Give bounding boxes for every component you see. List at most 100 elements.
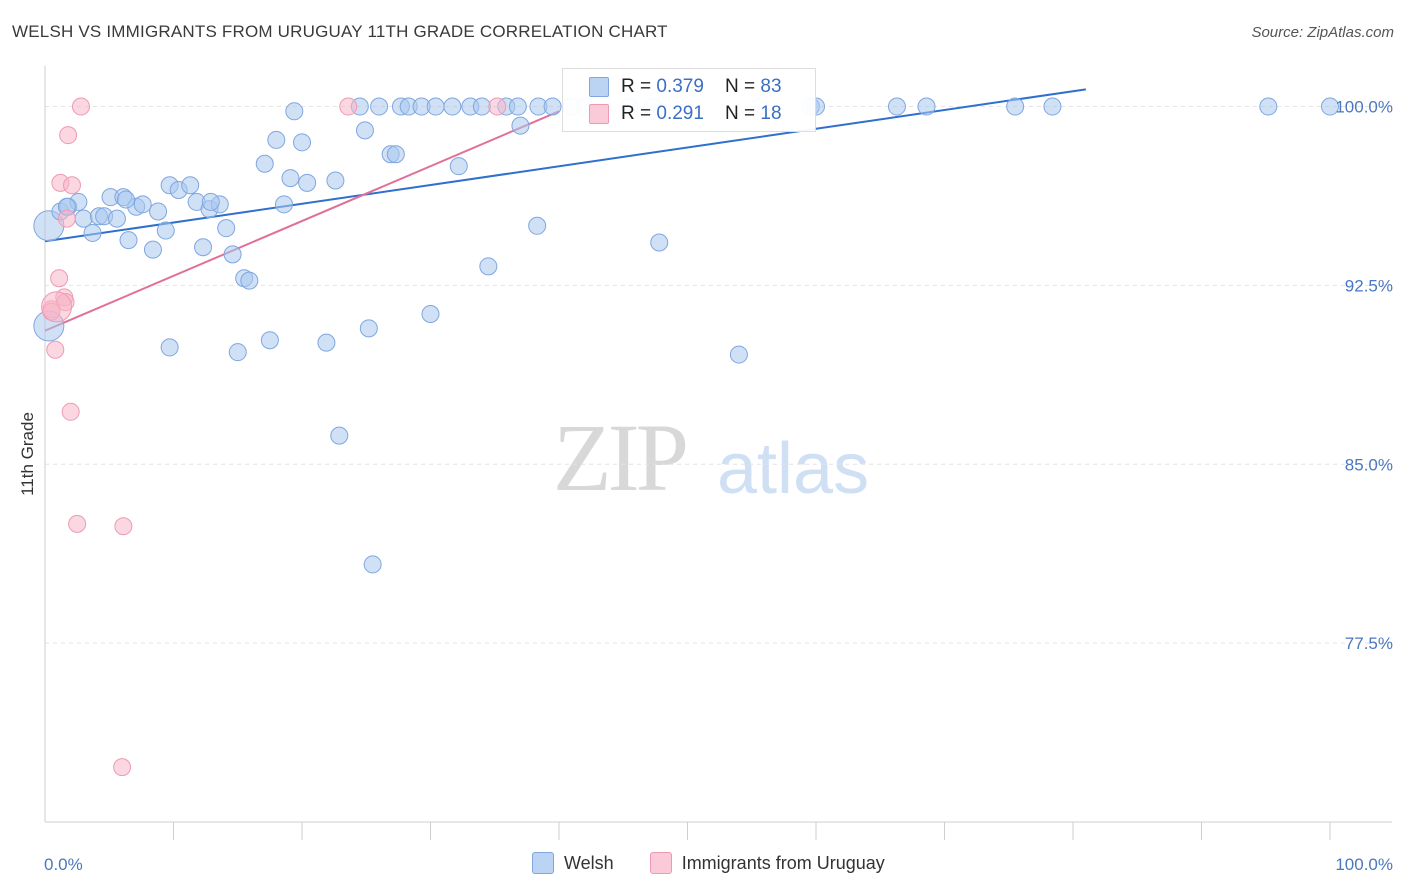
welsh-point: [479, 257, 498, 276]
uruguay-point: [113, 758, 132, 777]
uruguay-n-value: 18: [760, 103, 782, 124]
welsh-point: [508, 97, 527, 116]
uruguay-r-label: R =: [621, 103, 657, 124]
watermark-zip: ZIP: [553, 404, 689, 511]
welsh-point: [260, 331, 279, 350]
legend-uruguay-swatch: [649, 852, 672, 874]
source-label: Source: ZipAtlas.com: [1251, 24, 1394, 41]
uruguay-point: [339, 97, 358, 116]
legend-welsh-label: Welsh: [564, 852, 614, 873]
welsh-points: [33, 97, 1339, 574]
legend-uruguay-label: Immigrants from Uruguay: [681, 852, 885, 873]
x-tick-label-right: 100.0%: [1335, 855, 1393, 874]
y-tick-label: 92.5%: [1345, 276, 1393, 295]
welsh-point: [359, 319, 378, 338]
uruguay-point: [59, 126, 78, 145]
welsh-point: [133, 195, 152, 214]
grid-lines: [45, 106, 1392, 644]
welsh-point: [285, 102, 304, 121]
welsh-point: [156, 221, 175, 240]
welsh-trend-line: [44, 88, 1086, 243]
axis-labels: 100.0% 92.5% 85.0% 77.5% 0.0% 100.0% 11th Grad…: [18, 98, 1393, 874]
welsh-point: [298, 173, 317, 192]
welsh-point: [443, 97, 462, 116]
welsh-point: [1259, 97, 1278, 116]
welsh-point: [194, 238, 213, 257]
bottom-legend: Welsh Immigrants from Uruguay: [532, 852, 911, 874]
watermark-atlas: atlas: [717, 429, 870, 509]
welsh-point: [293, 133, 311, 152]
y-axis-title: 11th Grade: [18, 412, 37, 496]
welsh-point: [228, 343, 247, 362]
uruguay-points: [41, 97, 507, 777]
uruguay-n-label: N =: [725, 103, 761, 124]
welsh-point: [83, 223, 102, 242]
welsh-point: [149, 202, 168, 221]
welsh-point: [267, 130, 286, 149]
axes: [44, 66, 1392, 840]
uruguay-point: [50, 269, 69, 288]
uruguay-stats-text: R = 0.291 N = 18: [621, 103, 782, 125]
welsh-r-value: 0.379: [656, 76, 704, 97]
welsh-point: [281, 169, 300, 188]
welsh-point: [421, 305, 440, 324]
welsh-point: [1043, 97, 1062, 116]
welsh-point: [528, 216, 547, 235]
uruguay-point: [71, 97, 90, 116]
legend-item-uruguay[interactable]: Immigrants from Uruguay: [649, 852, 885, 874]
y-tick-label: 77.5%: [1345, 634, 1393, 653]
welsh-n-label: N =: [725, 76, 761, 97]
welsh-point: [917, 97, 936, 116]
legend-item-welsh[interactable]: Welsh: [532, 852, 614, 874]
welsh-point: [217, 219, 236, 238]
uruguay-swatch: [589, 104, 609, 124]
welsh-point: [363, 555, 382, 574]
welsh-point: [355, 121, 374, 140]
welsh-point: [240, 271, 259, 290]
welsh-point: [326, 171, 345, 190]
welsh-point: [887, 97, 906, 116]
legend-welsh-swatch: [532, 852, 554, 874]
welsh-n-value: 83: [760, 76, 782, 97]
uruguay-point: [61, 402, 80, 421]
welsh-point: [511, 116, 530, 135]
uruguay-r-value: 0.291: [656, 103, 704, 124]
y-tick-label: 85.0%: [1345, 455, 1393, 474]
uruguay-point: [62, 176, 81, 195]
welsh-point: [317, 333, 336, 352]
welsh-swatch: [589, 77, 609, 97]
uruguay-point: [46, 340, 65, 359]
welsh-point: [330, 426, 349, 445]
welsh-point: [119, 231, 138, 250]
welsh-point: [426, 97, 445, 116]
welsh-stats-text: R = 0.379 N = 83: [621, 76, 782, 98]
welsh-point: [386, 145, 405, 164]
x-tick-label-left: 0.0%: [44, 855, 83, 874]
welsh-point: [143, 240, 162, 259]
uruguay-trend-line: [44, 110, 560, 332]
stats-legend-box: R = 0.379 N = 83 R = 0.291 N = 18: [562, 68, 816, 132]
welsh-point: [181, 176, 200, 195]
welsh-point: [275, 195, 294, 214]
welsh-point: [1006, 97, 1025, 116]
welsh-point: [201, 192, 220, 211]
uruguay-point: [488, 97, 507, 116]
welsh-point: [223, 245, 242, 264]
welsh-point: [370, 97, 389, 116]
welsh-point: [255, 154, 274, 173]
chart-title: WELSH VS IMMIGRANTS FROM URUGUAY 11TH GR…: [12, 22, 668, 41]
welsh-point: [116, 190, 135, 209]
welsh-point: [449, 157, 468, 176]
welsh-point: [107, 209, 126, 228]
uruguay-point: [41, 291, 73, 323]
uruguay-point: [114, 517, 133, 536]
welsh-point: [543, 97, 562, 116]
welsh-point: [472, 97, 491, 116]
uruguay-point: [68, 514, 87, 533]
uruguay-point: [57, 209, 76, 228]
y-tick-label: 100.0%: [1335, 98, 1393, 117]
welsh-point: [160, 338, 179, 357]
welsh-point: [1321, 97, 1339, 116]
welsh-r-label: R =: [621, 76, 657, 97]
trend-lines: [44, 88, 1086, 332]
